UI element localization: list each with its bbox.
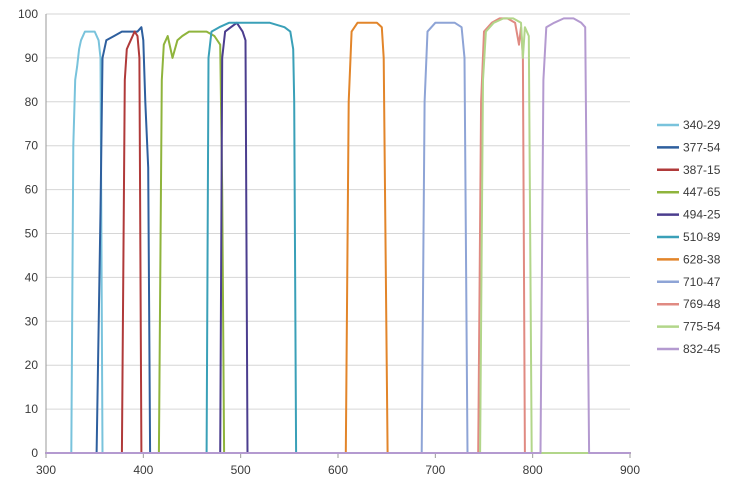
- series-line-628-38: [45, 21, 631, 454]
- y-tick-label: 100: [18, 7, 38, 21]
- y-tick-label: 70: [25, 139, 39, 153]
- legend-label-628-38: 628-38: [683, 252, 721, 266]
- y-tick-label: 90: [25, 51, 39, 65]
- y-tick-label: 10: [25, 402, 39, 416]
- series-line-710-47: [45, 21, 631, 454]
- legend-label-710-47: 710-47: [683, 275, 721, 289]
- legend-label-377-54: 377-54: [683, 140, 721, 154]
- y-tick-label: 0: [31, 446, 38, 460]
- y-tick-label: 50: [25, 227, 39, 241]
- x-tick-label: 400: [133, 463, 153, 477]
- series-lines: [45, 17, 631, 454]
- series-line-510-89: [45, 21, 631, 454]
- x-tick-labels: 300 400 500 600 700 800 900: [36, 463, 640, 477]
- y-tick-labels: 0 10 20 30 40 50 60 70 80 90 100: [18, 7, 38, 460]
- x-tick-label: 800: [523, 463, 543, 477]
- x-tick-label: 500: [231, 463, 251, 477]
- x-tick-label: 900: [620, 463, 640, 477]
- series-line-494-25: [45, 21, 631, 454]
- x-tick-label: 700: [425, 463, 445, 477]
- legend-label-832-45: 832-45: [683, 342, 721, 356]
- y-tick-label: 40: [25, 270, 39, 284]
- y-tick-label: 60: [25, 183, 39, 197]
- y-tick-label: 30: [25, 314, 39, 328]
- grid-lines: [46, 13, 630, 410]
- series-line-340-29: [70, 30, 631, 454]
- y-tick-label: 20: [25, 358, 39, 372]
- x-tick-label: 600: [328, 463, 348, 477]
- legend-label-340-29: 340-29: [683, 118, 721, 132]
- legend-label-387-15: 387-15: [683, 163, 721, 177]
- legend-label-494-25: 494-25: [683, 208, 721, 222]
- series-line-387-15: [45, 30, 631, 454]
- series-line-832-45: [45, 17, 631, 454]
- legend-label-447-65: 447-65: [683, 185, 721, 199]
- legend: 340-29 377-54 387-15 447-65 494-25 510-89 628-…: [657, 118, 721, 356]
- legend-label-769-48: 769-48: [683, 297, 721, 311]
- legend-label-775-54: 775-54: [683, 320, 721, 334]
- series-line-775-54: [45, 17, 631, 454]
- legend-label-510-89: 510-89: [683, 230, 721, 244]
- y-tick-label: 80: [25, 95, 39, 109]
- series-line-377-54: [45, 26, 631, 454]
- x-tick-label: 300: [36, 463, 56, 477]
